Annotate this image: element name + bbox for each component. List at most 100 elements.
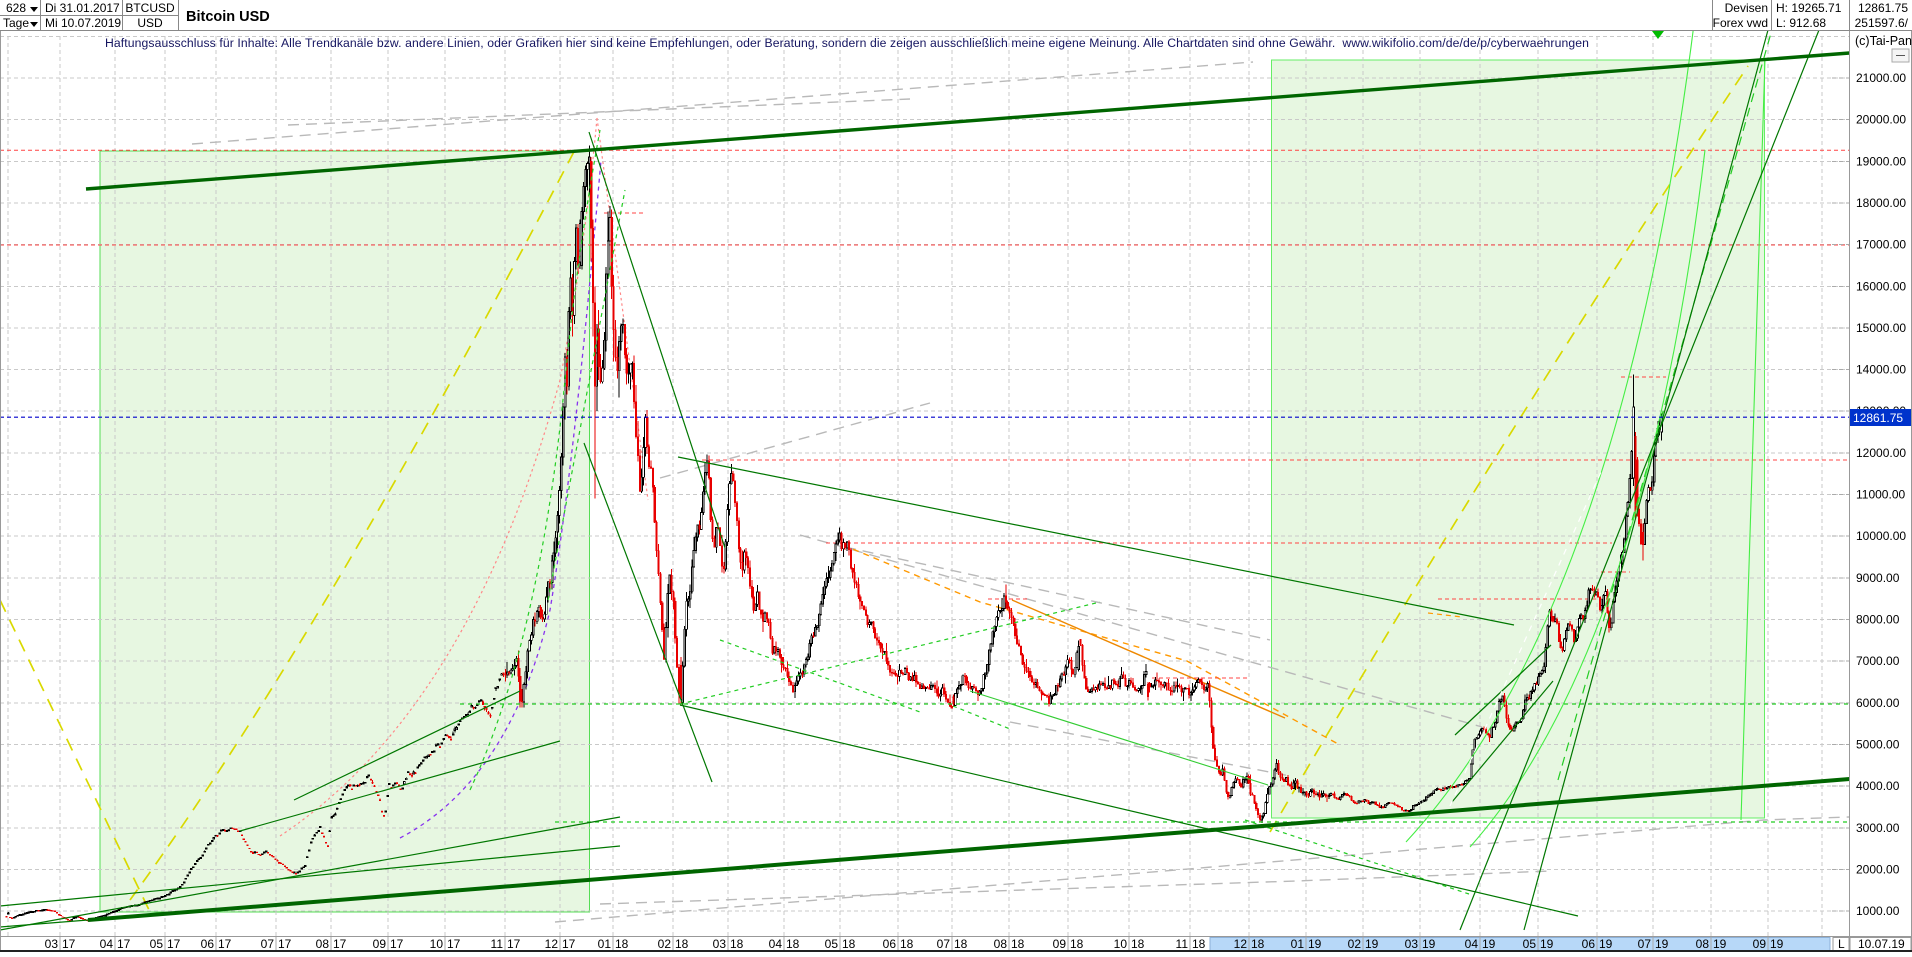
- svg-text:19: 19: [1713, 937, 1727, 951]
- svg-text:21000.00: 21000.00: [1856, 71, 1906, 85]
- svg-text:17: 17: [447, 937, 461, 951]
- svg-text:02: 02: [658, 937, 672, 951]
- svg-text:14000.00: 14000.00: [1856, 363, 1906, 377]
- svg-text:10000.00: 10000.00: [1856, 529, 1906, 543]
- svg-text:19: 19: [1540, 937, 1554, 951]
- svg-text:07: 07: [937, 937, 951, 951]
- svg-text:19: 19: [1655, 937, 1669, 951]
- svg-text:18: 18: [786, 937, 800, 951]
- svg-text:19: 19: [1599, 937, 1613, 951]
- svg-text:USD: USD: [137, 16, 163, 30]
- svg-text:18: 18: [1192, 937, 1206, 951]
- svg-text:12000.00: 12000.00: [1856, 446, 1906, 460]
- svg-text:16000.00: 16000.00: [1856, 279, 1906, 293]
- svg-text:07: 07: [261, 937, 275, 951]
- svg-text:Haftungsausschluss für Inhalte: Haftungsausschluss für Inhalte: Alle Tre…: [105, 36, 1589, 50]
- svg-text:628: 628: [6, 1, 26, 15]
- svg-text:L: L: [1838, 937, 1845, 951]
- svg-text:18: 18: [1011, 937, 1025, 951]
- svg-text:9000.00: 9000.00: [1856, 571, 1900, 585]
- svg-text:11: 11: [1176, 937, 1189, 951]
- svg-text:06: 06: [883, 937, 897, 951]
- svg-text:11000.00: 11000.00: [1856, 488, 1905, 502]
- svg-text:18: 18: [1070, 937, 1084, 951]
- svg-text:18: 18: [615, 937, 629, 951]
- svg-text:04: 04: [769, 937, 783, 951]
- svg-text:1000.00: 1000.00: [1856, 904, 1900, 918]
- svg-text:05: 05: [150, 937, 164, 951]
- svg-text:18: 18: [842, 937, 856, 951]
- svg-text:09: 09: [1753, 937, 1767, 951]
- svg-text:08: 08: [1696, 937, 1710, 951]
- svg-text:03: 03: [45, 937, 59, 951]
- svg-text:12861.75: 12861.75: [1858, 1, 1908, 15]
- svg-text:3000.00: 3000.00: [1856, 821, 1900, 835]
- svg-text:H: 19265.71: H: 19265.71: [1776, 1, 1842, 15]
- svg-text:19000.00: 19000.00: [1856, 154, 1906, 168]
- svg-text:17: 17: [333, 937, 347, 951]
- svg-text:03: 03: [1405, 937, 1419, 951]
- svg-text:10: 10: [1114, 937, 1128, 951]
- svg-text:06: 06: [1582, 937, 1596, 951]
- svg-text:18: 18: [675, 937, 689, 951]
- svg-text:03: 03: [713, 937, 727, 951]
- svg-text:12861.75: 12861.75: [1853, 411, 1903, 425]
- svg-text:12: 12: [1234, 937, 1248, 951]
- svg-text:17: 17: [507, 937, 521, 951]
- svg-text:17: 17: [390, 937, 404, 951]
- svg-text:18000.00: 18000.00: [1856, 196, 1906, 210]
- svg-text:6000.00: 6000.00: [1856, 696, 1900, 710]
- svg-text:19: 19: [1365, 937, 1379, 951]
- svg-text:20000.00: 20000.00: [1856, 113, 1906, 127]
- svg-text:04: 04: [100, 937, 114, 951]
- svg-text:Tage: Tage: [3, 16, 29, 30]
- svg-text:8000.00: 8000.00: [1856, 613, 1900, 627]
- svg-text:17: 17: [167, 937, 181, 951]
- svg-text:10: 10: [430, 937, 444, 951]
- svg-text:15000.00: 15000.00: [1856, 321, 1906, 335]
- svg-text:19: 19: [1308, 937, 1322, 951]
- svg-text:07: 07: [1638, 937, 1652, 951]
- svg-text:7000.00: 7000.00: [1856, 654, 1900, 668]
- svg-text:17: 17: [278, 937, 292, 951]
- svg-text:11: 11: [491, 937, 504, 951]
- svg-text:19: 19: [1770, 937, 1784, 951]
- svg-text:09: 09: [373, 937, 387, 951]
- svg-text:08: 08: [316, 937, 330, 951]
- svg-text:01: 01: [1291, 937, 1305, 951]
- svg-text:19: 19: [1422, 937, 1436, 951]
- svg-text:251597.6/: 251597.6/: [1855, 16, 1909, 30]
- svg-text:Mi 10.07.2019: Mi 10.07.2019: [45, 16, 121, 30]
- svg-text:05: 05: [1523, 937, 1537, 951]
- svg-text:04: 04: [1465, 937, 1479, 951]
- svg-text:17: 17: [562, 937, 576, 951]
- svg-text:18: 18: [954, 937, 968, 951]
- svg-text:08: 08: [994, 937, 1008, 951]
- svg-text:10.07.19: 10.07.19: [1858, 937, 1905, 951]
- svg-text:17: 17: [62, 937, 76, 951]
- svg-text:05: 05: [825, 937, 839, 951]
- svg-text:17000.00: 17000.00: [1856, 238, 1906, 252]
- svg-text:4000.00: 4000.00: [1856, 779, 1900, 793]
- svg-text:Devisen: Devisen: [1725, 1, 1768, 15]
- svg-text:18: 18: [1131, 937, 1145, 951]
- svg-text:18: 18: [730, 937, 744, 951]
- svg-text:19: 19: [1482, 937, 1496, 951]
- svg-text:Di 31.01.2017: Di 31.01.2017: [45, 1, 120, 15]
- svg-text:(c)Tai-Pan: (c)Tai-Pan: [1855, 34, 1912, 48]
- svg-text:18: 18: [900, 937, 914, 951]
- svg-text:18: 18: [1251, 937, 1265, 951]
- svg-text:2000.00: 2000.00: [1856, 862, 1900, 876]
- svg-text:17: 17: [117, 937, 131, 951]
- svg-text:01: 01: [598, 937, 612, 951]
- svg-text:Bitcoin USD: Bitcoin USD: [186, 9, 270, 25]
- svg-text:L: 912.68: L: 912.68: [1776, 16, 1826, 30]
- svg-text:17: 17: [218, 937, 232, 951]
- svg-text:06: 06: [201, 937, 215, 951]
- svg-text:12: 12: [545, 937, 559, 951]
- svg-text:02: 02: [1348, 937, 1362, 951]
- svg-text:BTCUSD: BTCUSD: [125, 1, 175, 15]
- svg-text:Forex vwd: Forex vwd: [1713, 16, 1768, 30]
- svg-text:5000.00: 5000.00: [1856, 738, 1900, 752]
- svg-text:09: 09: [1053, 937, 1067, 951]
